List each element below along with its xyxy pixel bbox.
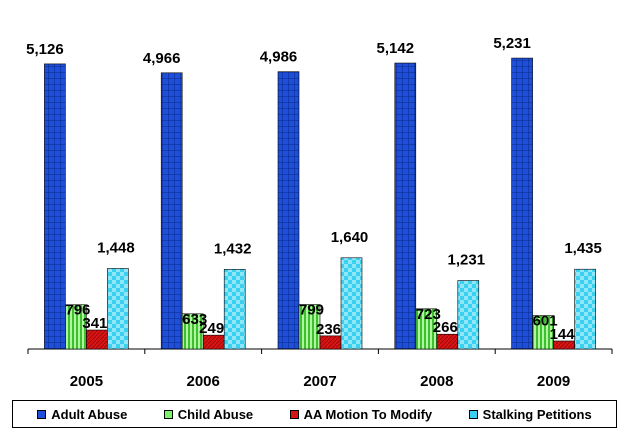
category-label-2009: 2009 (537, 373, 570, 390)
value-label-stalking-petitions-2007: 1,640 (331, 229, 369, 246)
value-label-adult-abuse-2006: 4,966 (143, 50, 181, 67)
value-label-child-abuse-2007: 799 (299, 302, 324, 319)
bar-child-abuse-2008 (415, 308, 438, 350)
bars-group (44, 57, 596, 350)
value-label-aa-motion-2005: 341 (82, 315, 107, 332)
legend-swatch-stalking-petitions (468, 409, 478, 419)
legend-label-child-abuse: Child Abuse (177, 406, 254, 422)
bar-stalking-petitions-2008 (457, 280, 480, 350)
bar-stalking-petitions-2007 (340, 257, 363, 350)
value-label-stalking-petitions-2005: 1,448 (97, 239, 135, 256)
x-axis-ticks (27, 349, 613, 354)
value-label-stalking-petitions-2008: 1,231 (448, 252, 486, 269)
legend-swatch-adult-abuse (37, 409, 47, 419)
value-label-adult-abuse-2008: 5,142 (377, 40, 415, 57)
value-label-adult-abuse-2005: 5,126 (26, 41, 64, 58)
bar-aa-motion-2006 (202, 334, 225, 350)
bar-child-abuse-2006 (181, 313, 204, 350)
bar-adult-abuse-2005 (44, 63, 66, 350)
value-label-aa-motion-2008: 266 (433, 319, 458, 336)
value-label-child-abuse-2006: 633 (182, 311, 207, 328)
value-label-child-abuse-2008: 723 (416, 306, 441, 323)
bar-adult-abuse-2007 (277, 71, 300, 350)
value-label-child-abuse-2005: 796 (65, 302, 90, 319)
category-label-2006: 2006 (187, 373, 220, 390)
bar-child-abuse-2005 (65, 304, 87, 350)
legend-item-adult-abuse: Adult Abuse (37, 407, 127, 422)
category-label-2008: 2008 (420, 373, 453, 390)
value-label-child-abuse-2009: 601 (533, 313, 558, 330)
legend-item-child-abuse: Child Abuse (163, 406, 254, 422)
bar-adult-abuse-2006 (160, 72, 183, 350)
legend-label-stalking-petitions: Stalking Petitions (482, 406, 592, 422)
bar-aa-motion-2008 (436, 333, 459, 350)
value-label-stalking-petitions-2009: 1,435 (564, 240, 602, 257)
legend-item-stalking-petitions: Stalking Petitions (468, 406, 592, 422)
value-label-aa-motion-2006: 249 (199, 320, 224, 337)
category-label-2007: 2007 (303, 373, 336, 390)
bar-adult-abuse-2008 (394, 62, 417, 350)
bar-adult-abuse-2009 (511, 57, 533, 350)
bar-aa-motion-2005 (86, 329, 108, 350)
legend: Adult Abuse Child Abuse AA Motion To Mod… (12, 400, 617, 428)
bar-stalking-petitions-2009 (574, 268, 596, 350)
value-label-adult-abuse-2007: 4,986 (260, 49, 298, 66)
bar-stalking-petitions-2005 (107, 268, 129, 350)
value-label-aa-motion-2007: 236 (316, 321, 341, 338)
category-labels-group: 2005 2006 2007 2008 2009 (70, 373, 571, 390)
legend-label-aa-motion: AA Motion To Modify (303, 406, 433, 422)
legend-label-adult-abuse: Adult Abuse (51, 406, 128, 422)
value-label-aa-motion-2009: 144 (550, 326, 576, 343)
legend-swatch-child-abuse (163, 409, 173, 419)
legend-swatch-aa-motion (289, 409, 299, 419)
bar-child-abuse-2007 (298, 304, 321, 350)
value-label-adult-abuse-2009: 5,231 (493, 35, 531, 52)
bar-child-abuse-2009 (532, 315, 554, 350)
category-label-2005: 2005 (70, 373, 103, 390)
value-label-stalking-petitions-2006: 1,432 (214, 240, 252, 257)
legend-item-aa-motion: AA Motion To Modify (289, 406, 433, 422)
bar-stalking-petitions-2006 (223, 269, 246, 350)
